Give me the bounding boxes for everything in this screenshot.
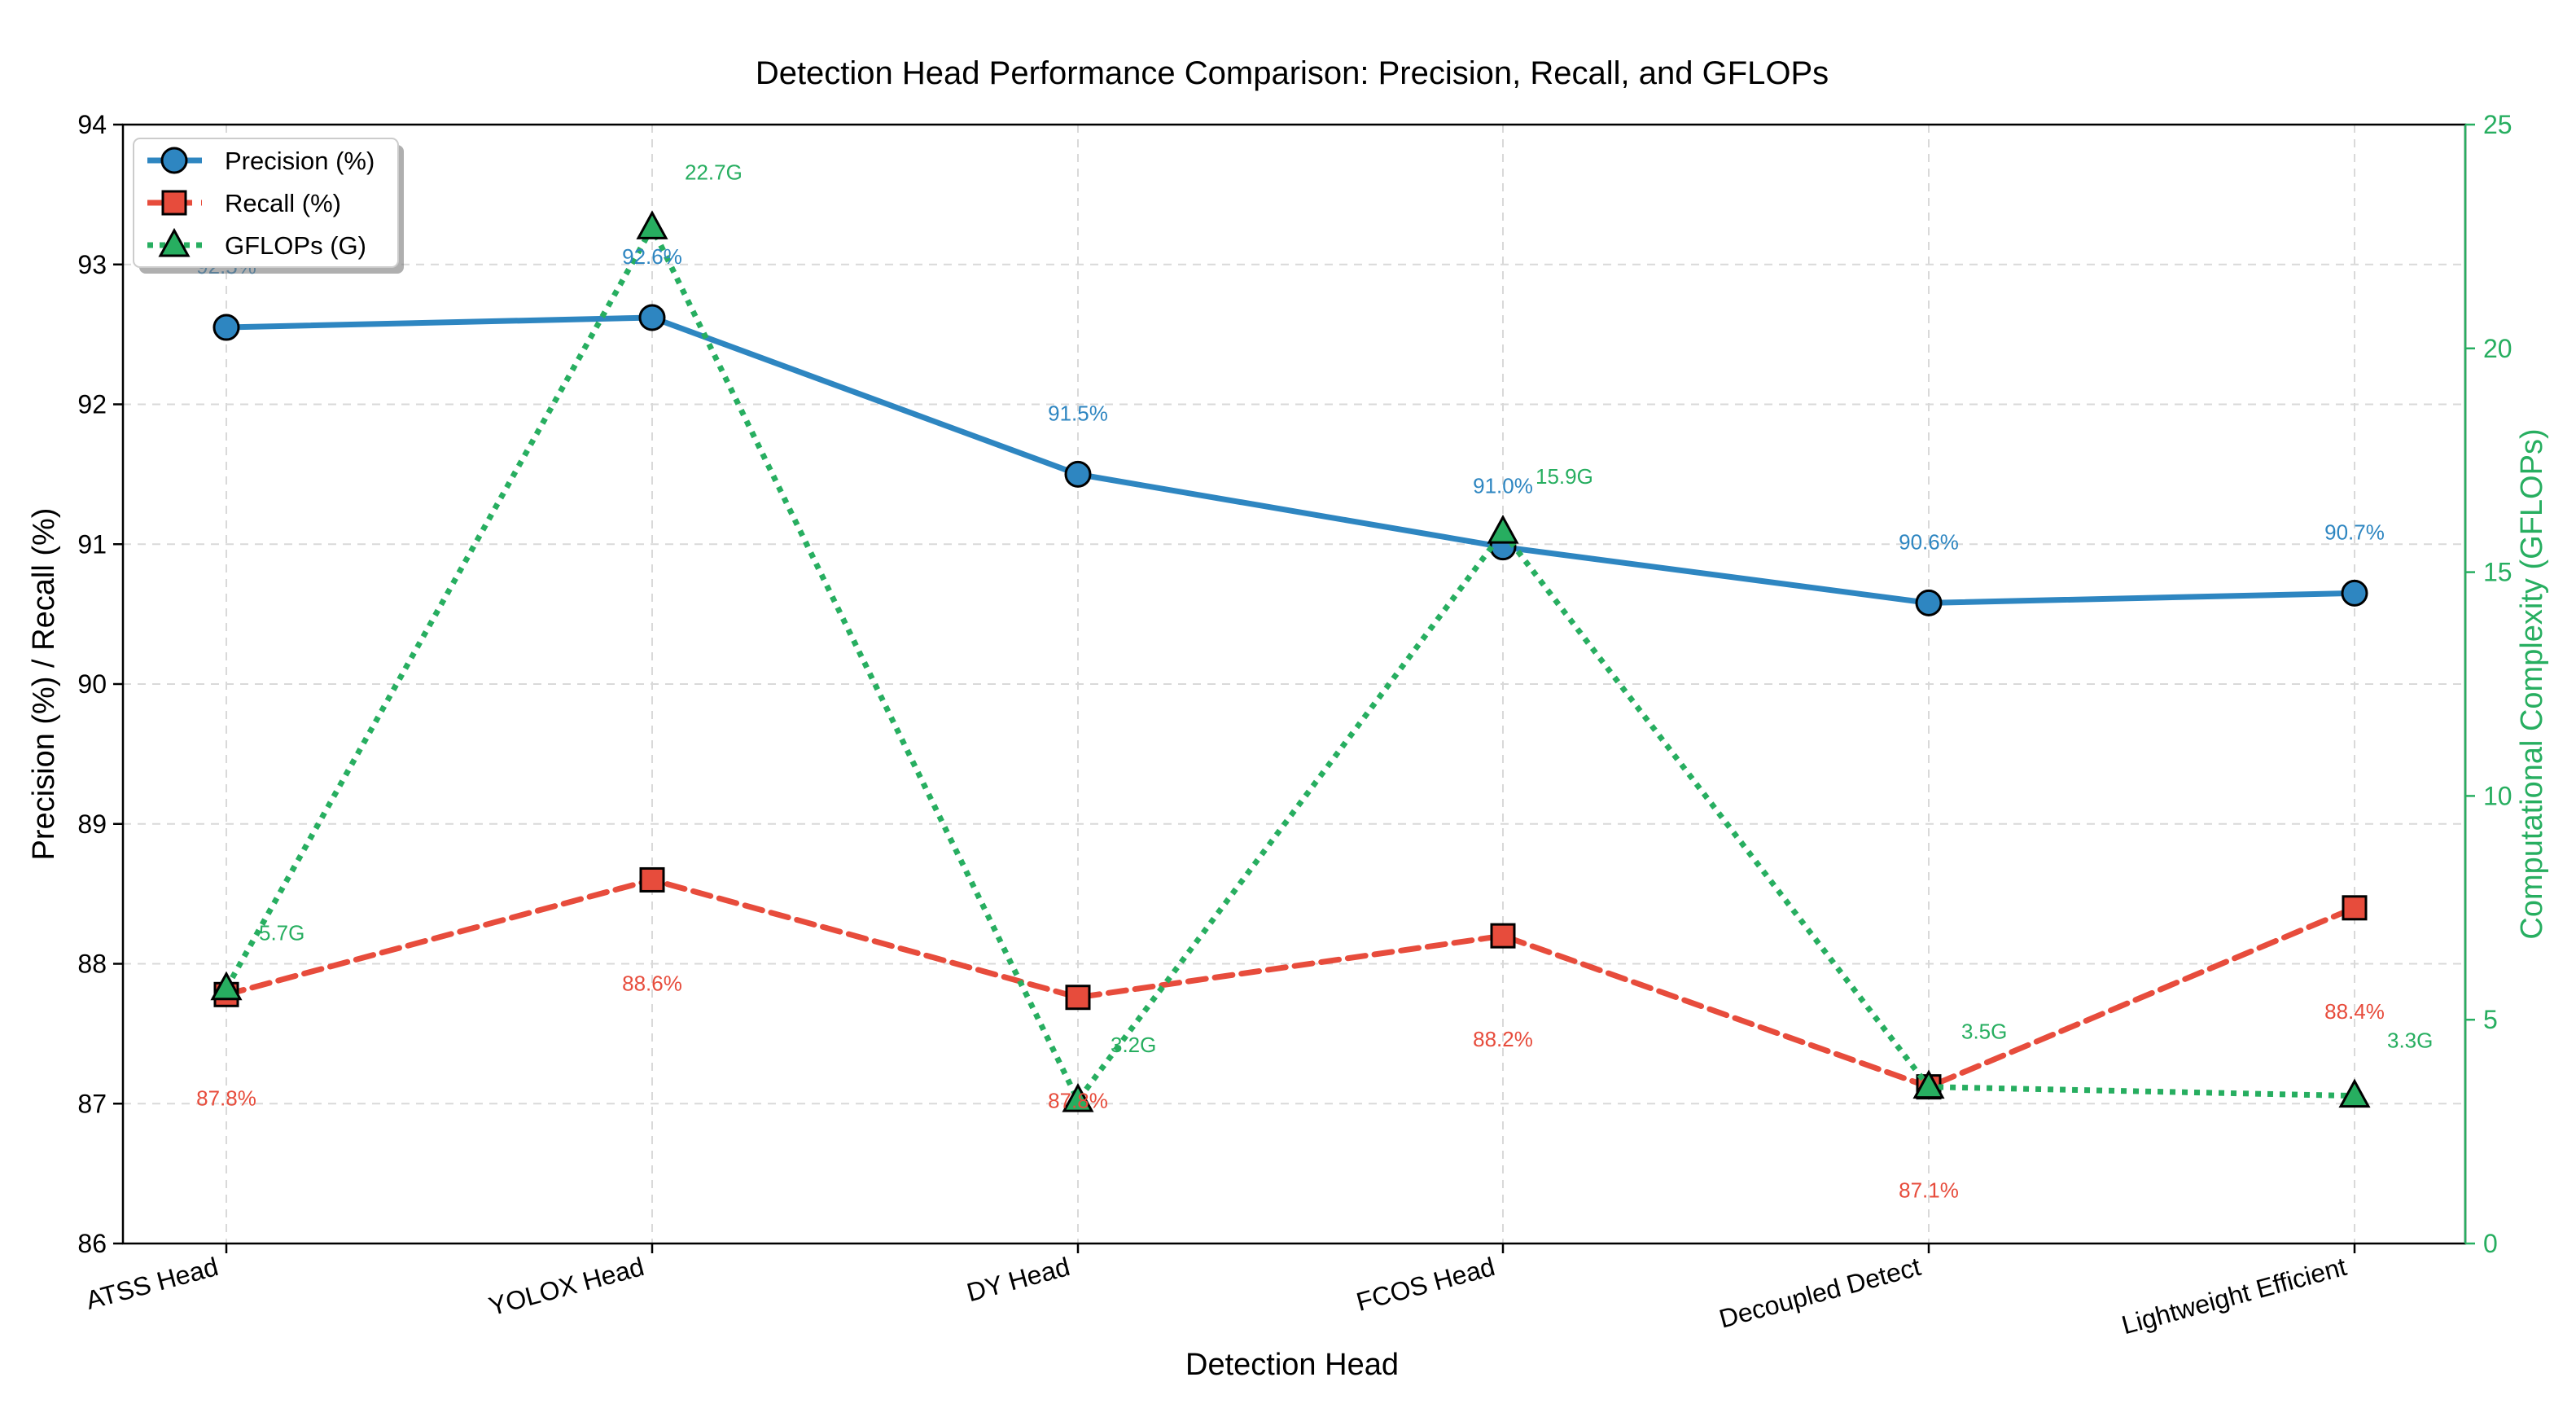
- legend-box: [133, 138, 399, 268]
- y2-tick-label: 0: [2483, 1229, 2498, 1258]
- grid-layer: [123, 125, 2465, 1244]
- x-tick-label: Decoupled Detect: [1716, 1252, 1924, 1334]
- y2-tick-label: 15: [2483, 558, 2512, 587]
- gflops-data-label: 3.3G: [2387, 1029, 2433, 1053]
- legend-label-recall: Recall (%): [225, 189, 341, 217]
- precision-marker: [1064, 460, 1092, 488]
- gflops-marker: [1062, 1083, 1094, 1112]
- legend-label-gflops: GFLOPs (G): [225, 231, 366, 260]
- gflops-data-label: 3.5G: [1961, 1020, 2007, 1044]
- gflops-marker: [1912, 1069, 1945, 1099]
- y2-tick-label: 5: [2483, 1005, 2498, 1034]
- y2-tick-label: 20: [2483, 334, 2512, 363]
- legend-marker-recall: [161, 190, 187, 216]
- precision-data-label: 91.5%: [1048, 401, 1108, 425]
- gflops-marker: [2338, 1078, 2371, 1108]
- gflops-data-label: 22.7G: [685, 160, 743, 184]
- recall-marker: [1065, 985, 1091, 1011]
- recall-data-label: 87.8%: [196, 1086, 256, 1110]
- chart-title: Detection Head Performance Comparison: P…: [756, 55, 1829, 91]
- precision-data-label: 90.6%: [1899, 529, 1959, 554]
- precision-marker: [2341, 579, 2368, 607]
- y-tick-label: 89: [77, 809, 107, 839]
- y-tick-label: 87: [77, 1089, 107, 1118]
- recall-data-label: 87.1%: [1899, 1178, 1959, 1203]
- recall-line: [223, 876, 2358, 1090]
- y-tick-label: 92: [77, 390, 107, 419]
- gflops-data-label: 3.2G: [1111, 1033, 1156, 1057]
- gflops-data-label: 15.9G: [1536, 464, 1593, 489]
- plot-frame: [121, 123, 2467, 1245]
- y-tick-label: 94: [77, 110, 107, 139]
- axis-layer: ATSS Head YOLOX Head DY Head FCOS Head Decou…: [77, 110, 2512, 1340]
- legend-label-precision: Precision (%): [225, 147, 375, 175]
- y-tick-label: 86: [77, 1229, 107, 1258]
- x-axis-title: Detection Head: [1185, 1348, 1399, 1382]
- gflops-marker: [1487, 515, 1519, 544]
- series-layer: [210, 210, 2371, 1112]
- recall-marker: [1490, 923, 1516, 949]
- y-tick-label: 90: [77, 669, 107, 699]
- precision-marker: [638, 304, 666, 331]
- precision-marker: [1915, 589, 1943, 616]
- x-tick-label: DY Head: [964, 1252, 1073, 1307]
- precision-data-label: 92.6%: [622, 244, 682, 269]
- x-tick-label: Lightweight Efficient: [2118, 1252, 2350, 1340]
- recall-data-label: 88.6%: [622, 971, 682, 995]
- precision-marker: [212, 314, 240, 341]
- recall-marker: [2342, 895, 2368, 921]
- legend-marker-precision: [160, 147, 188, 174]
- data-label-layer: 92.5%92.6%91.5%91.0%90.6%90.7%87.8%88.6%…: [196, 160, 2433, 1202]
- y-tick-label: 93: [77, 250, 107, 279]
- legend-marker-gflops: [158, 227, 191, 257]
- precision-data-label: 90.7%: [2324, 520, 2385, 544]
- recall-data-label: 87.8%: [1048, 1089, 1108, 1113]
- y2-tick-label: 25: [2483, 110, 2512, 139]
- x-tick-label: YOLOX Head: [486, 1252, 647, 1321]
- x-tick-label: ATSS Head: [83, 1252, 221, 1315]
- y-tick-label: 91: [77, 529, 107, 559]
- legend: Precision (%) Recall (%) GFLOPs (G): [133, 138, 404, 274]
- gflops-marker: [636, 210, 668, 239]
- y2-axis-title: Computational Complexity (GFLOPs): [2515, 428, 2549, 939]
- gflops-data-label: 5.7G: [259, 921, 304, 945]
- y2-tick-label: 10: [2483, 781, 2512, 810]
- x-tick-label: FCOS Head: [1353, 1252, 1498, 1317]
- precision-line: [223, 314, 2358, 606]
- recall-data-label: 88.4%: [2324, 999, 2385, 1024]
- y-axis-title: Precision (%) / Recall (%): [27, 508, 61, 861]
- gflops-marker: [210, 971, 243, 1001]
- gflops-line: [223, 224, 2355, 1103]
- precision-data-label: 91.0%: [1473, 474, 1533, 498]
- y-tick-label: 88: [77, 950, 107, 979]
- recall-marker: [639, 866, 665, 893]
- recall-data-label: 88.2%: [1473, 1027, 1533, 1051]
